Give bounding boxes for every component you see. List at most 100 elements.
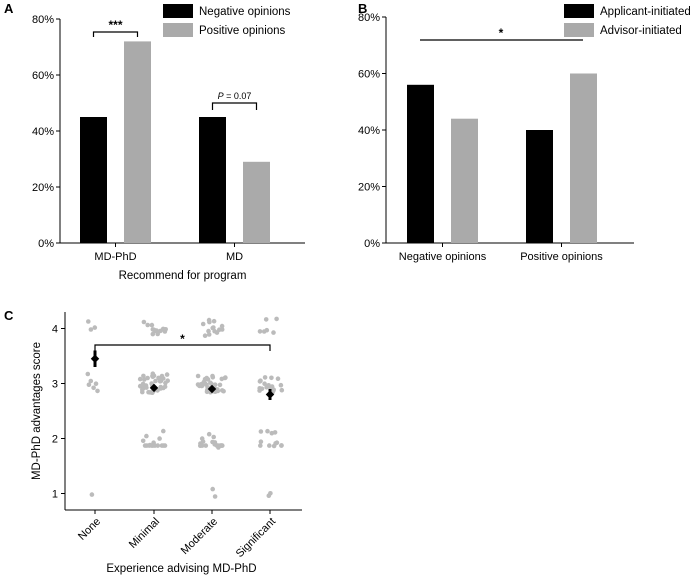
data-point — [211, 434, 216, 440]
data-point — [258, 429, 264, 434]
data-point — [158, 384, 163, 390]
significance-bracket — [92, 31, 139, 37]
data-point — [88, 378, 94, 384]
y-tick-label: 3 — [52, 379, 58, 391]
data-point — [262, 375, 268, 380]
y-tick-label: 20% — [358, 182, 380, 194]
data-point — [208, 380, 213, 386]
x-tick-label: None — [76, 516, 103, 543]
significance-label: * — [499, 26, 504, 40]
data-point — [195, 373, 201, 379]
data-point — [219, 388, 225, 393]
data-point — [218, 443, 224, 448]
data-point — [202, 333, 208, 339]
legend-swatch — [564, 4, 594, 18]
data-point — [274, 316, 279, 322]
x-tick-label: Negative opinions — [399, 251, 487, 263]
mean-marker — [90, 354, 100, 363]
data-point — [212, 382, 218, 388]
y-tick-label: 40% — [358, 125, 380, 137]
x-tick-label: Significant — [234, 516, 278, 560]
data-point — [141, 373, 146, 379]
panel-a-chart: 0% 20% 40% 60% 80% MD-PhD MD Recommend for prog… — [32, 4, 305, 282]
x-tick-label: MD-PhD — [94, 251, 136, 263]
y-axis-title: MD-PhD advantages score — [31, 342, 43, 480]
data-point — [269, 430, 275, 436]
data-point — [210, 325, 215, 331]
data-point — [206, 317, 212, 323]
data-point — [271, 330, 276, 335]
data-point — [258, 443, 263, 448]
mean-marker — [149, 383, 159, 393]
data-point — [162, 329, 168, 334]
data-point — [265, 428, 270, 434]
bar — [570, 73, 597, 243]
mean-marker — [265, 390, 275, 399]
data-point — [86, 382, 92, 388]
data-point — [279, 387, 285, 393]
legend-label: Advisor-initiated — [600, 25, 682, 37]
data-point — [140, 438, 146, 444]
data-point — [85, 371, 91, 377]
data-point — [149, 443, 154, 448]
data-point — [155, 331, 160, 337]
data-point — [257, 388, 262, 393]
data-point — [86, 319, 91, 324]
data-point — [263, 317, 269, 322]
bar — [199, 117, 226, 243]
legend-label: Applicant-initiated — [600, 6, 691, 18]
legend-swatch — [163, 23, 193, 37]
data-point — [257, 379, 263, 384]
y-tick-label: 80% — [32, 14, 54, 26]
bar — [526, 130, 553, 243]
data-point — [150, 331, 156, 337]
y-tick-label: 2 — [52, 434, 58, 446]
y-tick-label: 0% — [364, 238, 380, 250]
data-point — [92, 325, 98, 330]
data-point — [142, 443, 148, 448]
pvalue-bracket — [211, 102, 258, 110]
data-point — [165, 378, 170, 384]
data-point — [150, 373, 155, 379]
data-point — [198, 443, 203, 449]
data-point — [200, 321, 206, 327]
y-tick-label: 4 — [52, 324, 58, 336]
x-axis-title: Recommend for program — [119, 270, 247, 282]
data-point — [137, 376, 143, 382]
data-point — [210, 486, 215, 492]
legend-swatch — [163, 4, 193, 18]
data-point — [93, 381, 99, 387]
bar — [407, 84, 434, 243]
data-point — [267, 443, 272, 448]
data-point — [202, 376, 208, 382]
pvalue-label: P = 0.07 — [218, 91, 252, 101]
data-point — [164, 372, 170, 377]
bar — [243, 161, 270, 243]
data-point — [206, 431, 212, 437]
data-point — [210, 373, 215, 379]
data-point — [142, 377, 147, 382]
data-point — [203, 443, 209, 448]
data-point — [271, 387, 277, 393]
data-point — [206, 332, 212, 337]
bar — [451, 118, 478, 243]
data-point — [195, 382, 201, 387]
panel-b-chart: 0% 20% 40% 60% 80% Negative opinions Positive … — [358, 4, 691, 263]
panel-label-a: A — [4, 1, 14, 16]
data-point — [89, 492, 95, 497]
y-tick-label: 60% — [32, 70, 54, 82]
panel-c-chart: 1 2 3 4 MD-PhD advantages score * None Minimal M… — [31, 312, 302, 575]
data-point — [95, 388, 100, 394]
y-tick-label: 0% — [38, 238, 54, 250]
data-point — [219, 323, 225, 329]
data-point — [161, 428, 166, 434]
data-point — [88, 327, 94, 332]
data-point — [211, 318, 217, 324]
x-tick-label: Positive opinions — [520, 251, 603, 263]
bar — [124, 41, 151, 244]
data-point — [157, 436, 162, 441]
data-point — [149, 381, 154, 386]
y-tick-label: 40% — [32, 126, 54, 138]
data-point — [91, 385, 96, 391]
